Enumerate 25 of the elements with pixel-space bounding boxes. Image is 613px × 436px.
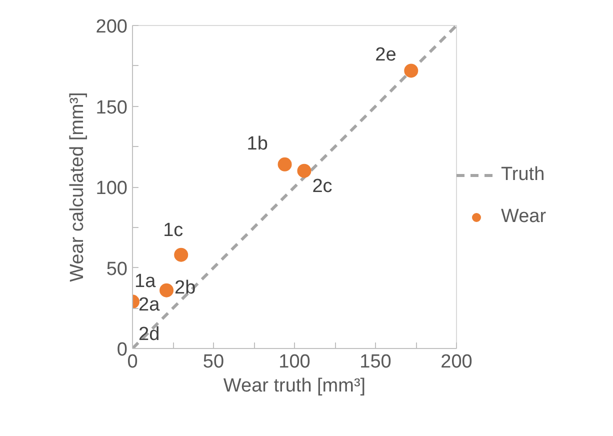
y-axis-title: Wear calculated [mm³]	[66, 92, 88, 282]
point	[297, 164, 312, 178]
legend-label: Wear	[501, 206, 546, 228]
annotation: 2c	[312, 176, 332, 197]
legend-label: Truth	[501, 164, 545, 186]
annotation: 2a	[138, 294, 160, 316]
x-axis-title: Wear truth [mm³]	[223, 376, 366, 396]
y-tick-label: 100	[96, 178, 128, 199]
point	[404, 64, 418, 78]
annotation: 2d	[138, 324, 160, 345]
point	[160, 283, 174, 298]
y-tick-label: 50	[106, 258, 128, 280]
annotation: 2b	[174, 277, 196, 298]
y-tick-label: 200	[96, 16, 128, 38]
annotation: 2e	[375, 44, 396, 66]
annotation: 1c	[163, 220, 184, 241]
x-tick-label: 150	[360, 352, 392, 372]
x-tick-label: 200	[440, 352, 472, 372]
x-tick-label: 50	[202, 352, 224, 372]
y-tick-label: 150	[96, 97, 128, 118]
point	[278, 157, 292, 172]
annotation: 1b	[246, 133, 268, 154]
point	[174, 248, 188, 262]
annotation: 1a	[134, 271, 156, 292]
x-tick-label: 100	[278, 352, 310, 372]
